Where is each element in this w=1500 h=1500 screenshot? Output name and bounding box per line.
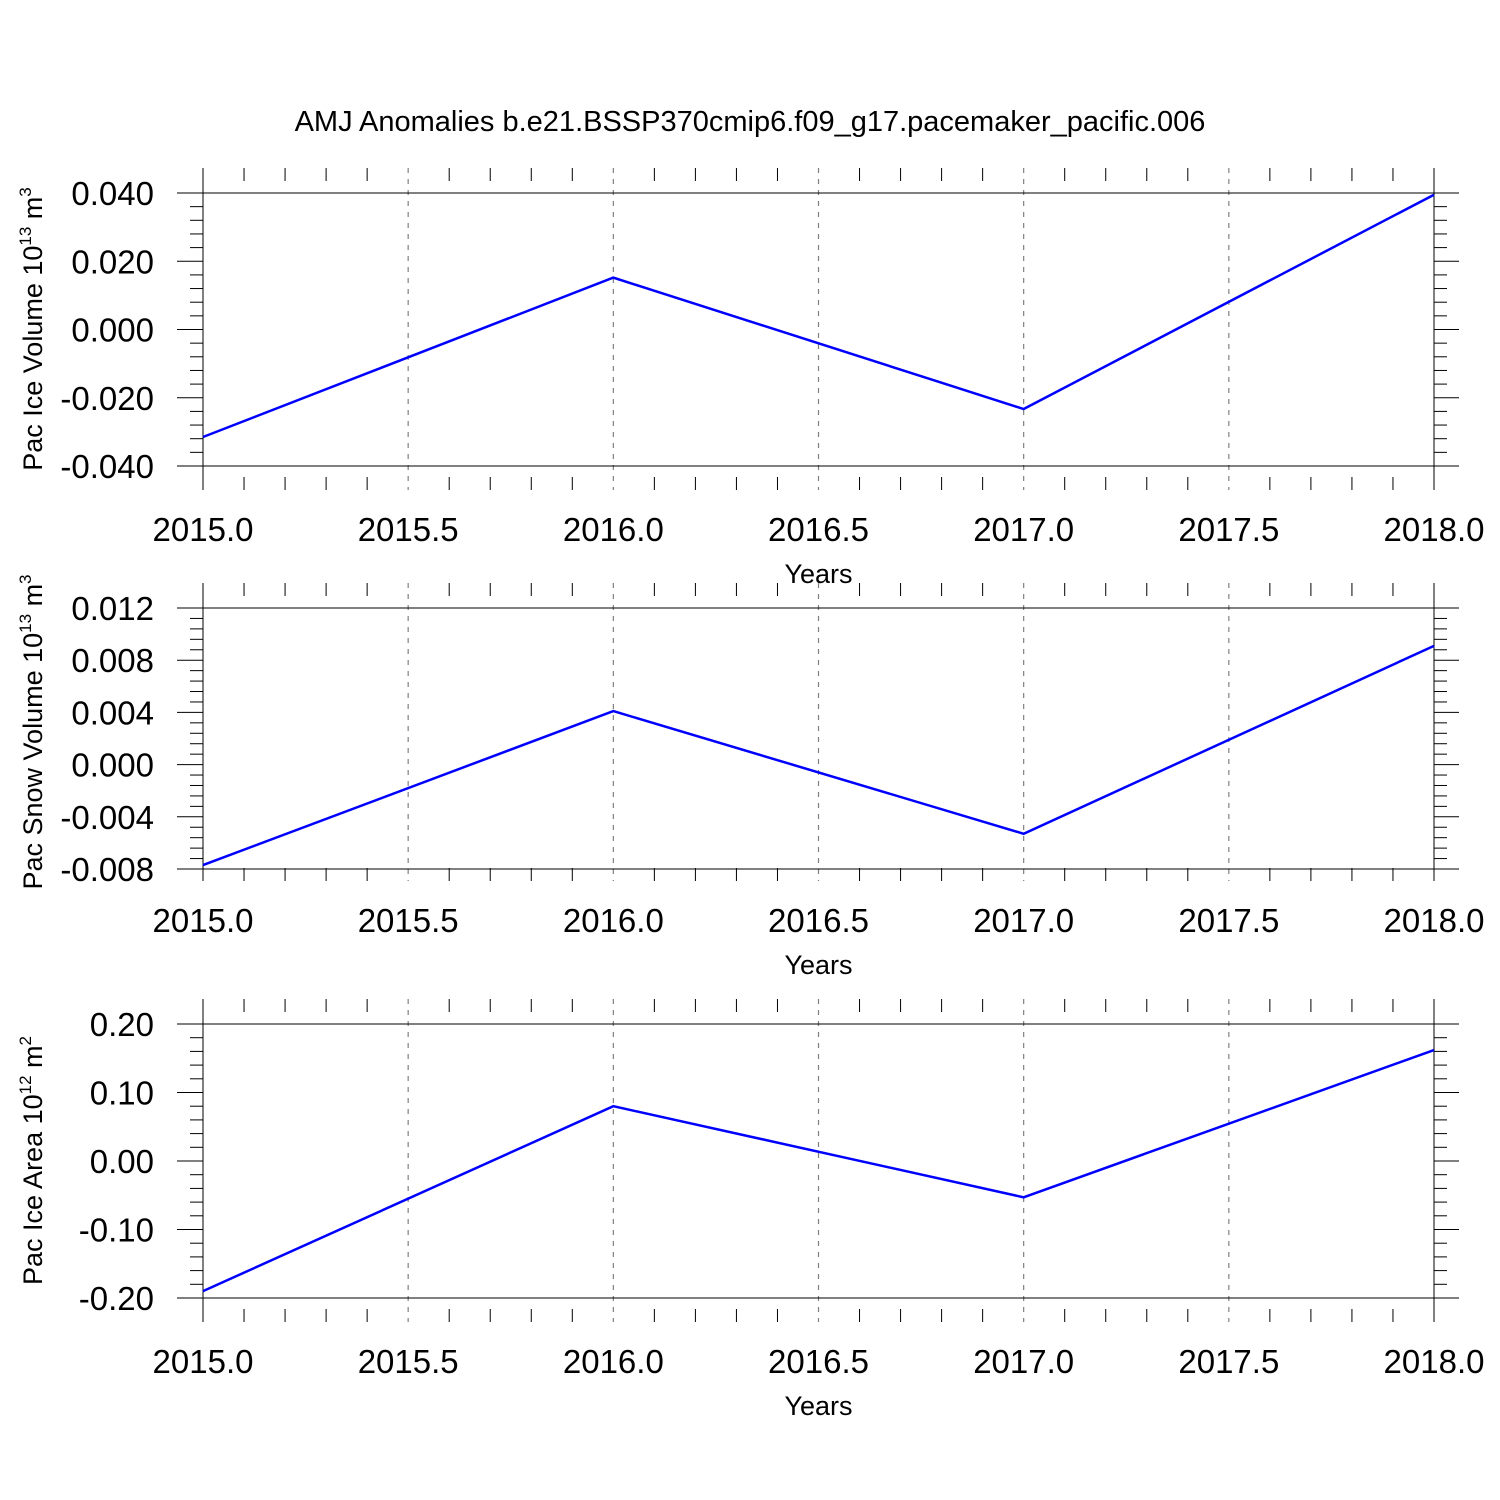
x-tick-label: 2015.5 xyxy=(358,1343,459,1380)
x-tick-label: 2017.0 xyxy=(973,1343,1074,1380)
y-axis-label-text: Pac Ice Volume 10 xyxy=(18,246,48,471)
x-tick-label: 2015.0 xyxy=(153,1343,254,1380)
x-tick-label: 2016.5 xyxy=(768,902,869,939)
x-tick-label: 2016.5 xyxy=(768,1343,869,1380)
y-tick-label: 0.20 xyxy=(90,1006,154,1043)
series-line xyxy=(202,1048,1435,1293)
x-tick-label: 2017.0 xyxy=(973,511,1074,548)
y-axis-label-unit-exponent: 3 xyxy=(16,187,35,196)
chart-panel-1: 0.040 0.020 0.000 -0.020 -0.040 2015.0 2015.5 2… xyxy=(16,168,1484,589)
x-tick-label: 2016.5 xyxy=(768,511,869,548)
y-tick-label: 0.020 xyxy=(71,243,154,280)
y-axis-label-exponent: 12 xyxy=(16,1075,35,1094)
x-tick-label: 2017.5 xyxy=(1178,902,1279,939)
y-axis-label-text: Pac Snow Volume 10 xyxy=(18,633,48,890)
y-tick-label: -0.008 xyxy=(60,851,154,888)
chart-panel-2: 0.012 0.008 0.004 0.000 -0.004 -0.008 2015.0 20… xyxy=(16,574,1484,980)
y-tick-label: -0.20 xyxy=(79,1280,154,1317)
x-tick-label: 2017.5 xyxy=(1178,511,1279,548)
y-axis-label-unit-exponent: 2 xyxy=(16,1036,35,1045)
series-line xyxy=(202,193,1435,439)
x-tick-label: 2015.0 xyxy=(153,902,254,939)
y-axis-label-exponent: 13 xyxy=(16,227,35,246)
y-tick-label: -0.10 xyxy=(79,1212,154,1249)
y-tick-label: -0.020 xyxy=(60,380,154,417)
chart-panel-3: 0.20 0.10 0.00 -0.10 -0.20 2015.0 2015.5 2016.0… xyxy=(16,999,1484,1421)
x-tick-label: 2018.0 xyxy=(1384,1343,1485,1380)
y-tick-label: -0.040 xyxy=(60,448,154,485)
y-axis-label: Pac Ice Volume 1013 m3 xyxy=(16,187,48,471)
x-axis-label: Years xyxy=(784,1391,852,1421)
y-axis-label-exponent: 13 xyxy=(16,614,35,633)
x-tick-label: 2017.0 xyxy=(973,902,1074,939)
y-axis-label-text: Pac Ice Area 10 xyxy=(18,1094,48,1285)
y-axis-label-unit: m xyxy=(18,197,48,227)
panels-group: 0.040 0.020 0.000 -0.020 -0.040 2015.0 2015.5 2… xyxy=(16,168,1484,1421)
y-axis-label: Pac Ice Area 1012 m2 xyxy=(16,1036,48,1285)
y-tick-label: 0.040 xyxy=(71,175,154,212)
x-tick-label: 2015.5 xyxy=(358,511,459,548)
x-tick-label: 2016.0 xyxy=(563,511,664,548)
y-tick-label: -0.004 xyxy=(60,799,154,836)
x-tick-label: 2018.0 xyxy=(1384,511,1485,548)
y-axis-label: Pac Snow Volume 1013 m3 xyxy=(16,574,48,889)
y-tick-label: 0.00 xyxy=(90,1143,154,1180)
x-tick-label: 2017.5 xyxy=(1178,1343,1279,1380)
x-tick-label: 2018.0 xyxy=(1384,902,1485,939)
x-tick-label: 2016.0 xyxy=(563,902,664,939)
y-tick-label: 0.012 xyxy=(71,590,154,627)
series-line xyxy=(202,644,1435,867)
y-tick-label: 0.000 xyxy=(71,747,154,784)
x-tick-label: 2015.0 xyxy=(153,511,254,548)
y-axis-label-unit-exponent: 3 xyxy=(16,574,35,583)
figure-title: AMJ Anomalies b.e21.BSSP370cmip6.f09_g17… xyxy=(295,106,1206,138)
y-tick-label: 0.10 xyxy=(90,1075,154,1112)
y-axis-label-unit: m xyxy=(18,584,48,614)
y-tick-label: 0.008 xyxy=(71,642,154,679)
y-tick-label: 0.004 xyxy=(71,694,154,731)
x-tick-label: 2015.5 xyxy=(358,902,459,939)
x-axis-label: Years xyxy=(784,950,852,980)
y-tick-label: 0.000 xyxy=(71,312,154,349)
y-axis-label-unit: m xyxy=(18,1045,48,1075)
x-tick-label: 2016.0 xyxy=(563,1343,664,1380)
